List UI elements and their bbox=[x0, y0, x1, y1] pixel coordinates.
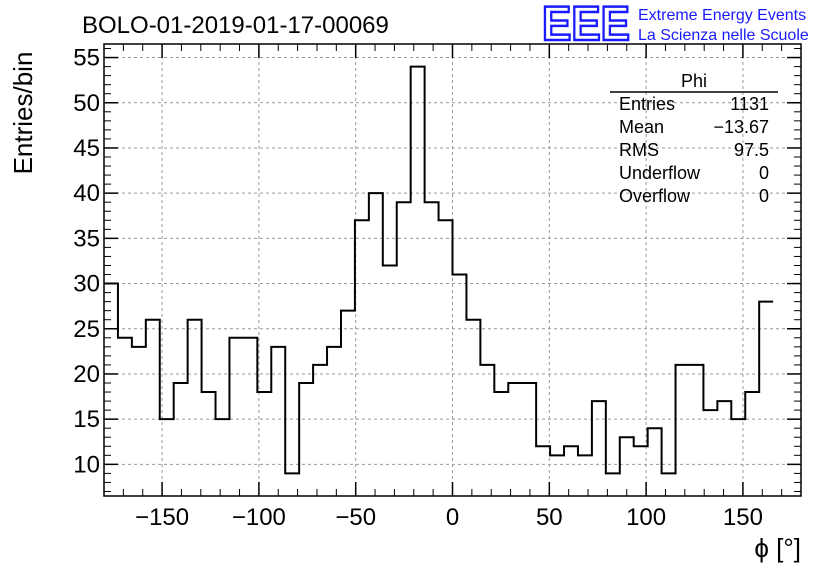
chart-title: BOLO-01-2019-01-17-00069 bbox=[82, 12, 389, 39]
y-tick-label: 20 bbox=[73, 361, 100, 388]
stats-value-overflow: 0 bbox=[759, 186, 769, 206]
stats-value-rms: 97.5 bbox=[734, 140, 769, 160]
logo-mark: EEE bbox=[542, 0, 630, 51]
axis-ticks bbox=[104, 44, 801, 496]
y-axis-title: Entries/bin bbox=[8, 52, 38, 175]
x-tick-labels: −150 −100 −50 0 50 100 150 bbox=[135, 504, 763, 531]
stats-label-mean: Mean bbox=[619, 117, 664, 137]
x-tick-label: 50 bbox=[536, 504, 563, 531]
y-tick-labels: 10 15 20 25 30 35 40 45 50 55 bbox=[73, 45, 100, 479]
y-tick-label: 30 bbox=[73, 271, 100, 298]
y-tick-label: 55 bbox=[73, 45, 100, 72]
x-tick-label: 0 bbox=[446, 504, 459, 531]
stats-box: Phi Entries 1131 Mean −13.67 RMS 97.5 Un… bbox=[610, 71, 778, 206]
logo-line2: La Scienza nelle Scuole bbox=[638, 27, 809, 44]
x-tick-label: 100 bbox=[626, 504, 666, 531]
x-tick-label: −100 bbox=[232, 504, 286, 531]
x-tick-label: −150 bbox=[135, 504, 189, 531]
y-tick-label: 45 bbox=[73, 135, 100, 162]
x-tick-label: 150 bbox=[723, 504, 763, 531]
y-tick-label: 35 bbox=[73, 225, 100, 252]
histogram-outline bbox=[104, 65, 774, 475]
y-tick-label: 25 bbox=[73, 316, 100, 343]
y-tick-label: 50 bbox=[73, 90, 100, 117]
y-tick-label: 40 bbox=[73, 180, 100, 207]
grid-lines bbox=[104, 44, 801, 496]
x-axis-title: ϕ [°] bbox=[754, 533, 801, 563]
stats-value-entries: 1131 bbox=[730, 94, 769, 114]
stats-label-underflow: Underflow bbox=[619, 163, 701, 183]
stats-value-mean: −13.67 bbox=[713, 117, 769, 137]
stats-label-overflow: Overflow bbox=[619, 186, 691, 206]
logo-line1: Extreme Energy Events bbox=[638, 7, 806, 24]
stats-value-underflow: 0 bbox=[759, 163, 769, 183]
y-tick-label: 10 bbox=[73, 451, 100, 478]
stats-label-entries: Entries bbox=[619, 94, 675, 114]
y-tick-label: 15 bbox=[73, 406, 100, 433]
stats-title: Phi bbox=[681, 71, 707, 91]
x-tick-label: −50 bbox=[335, 504, 376, 531]
eee-logo: EEE Extreme Energy Events La Scienza nel… bbox=[541, 0, 809, 52]
stats-label-rms: RMS bbox=[619, 140, 659, 160]
